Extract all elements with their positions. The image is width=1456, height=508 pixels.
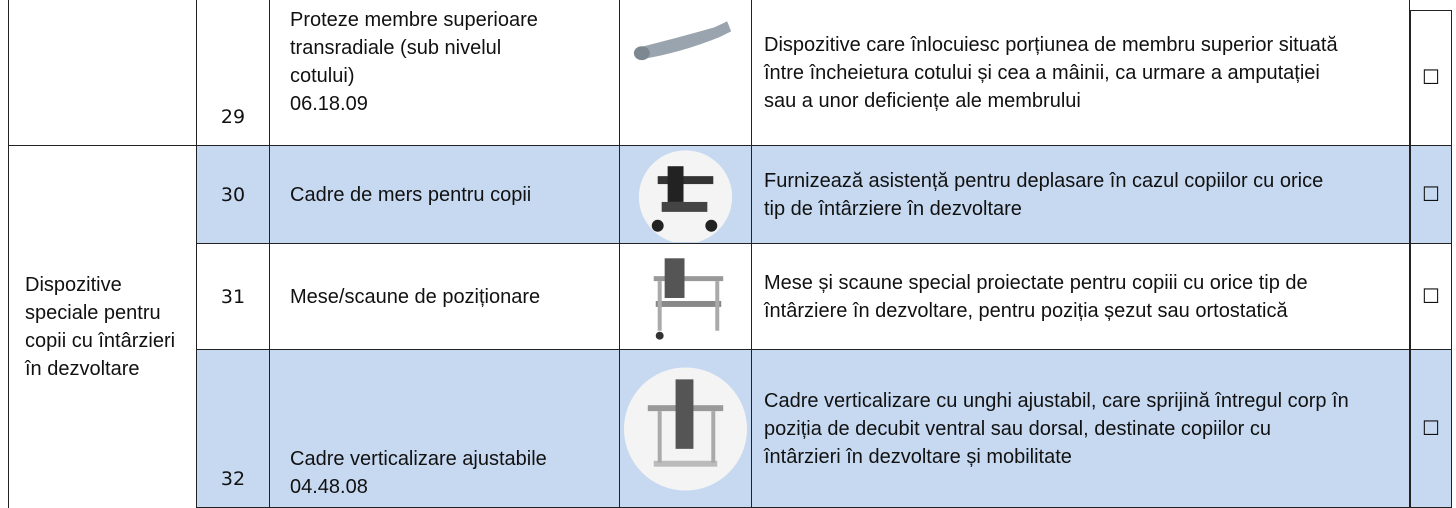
cell-text: Dispozitive care înlocuiesc porțiunea de…: [764, 33, 1338, 112]
description-cell: Mese și scaune special proiectate pentru…: [752, 244, 1410, 350]
cell-text: Dispozitive speciale pentru copii cu înt…: [25, 274, 176, 380]
image-cell: [620, 350, 752, 508]
description-cell: Cadre verticalizare cu unghi ajustabil, …: [752, 350, 1410, 508]
name-cell: Cadre de mers pentru copii: [270, 146, 620, 244]
product-image: [653, 257, 724, 340]
cell-text: Cadre verticalizare cu unghi ajustabil, …: [764, 389, 1349, 468]
number-cell: 31: [197, 244, 270, 350]
description-cell: Dispozitive care înlocuiesc porțiunea de…: [752, 0, 1410, 146]
cell-text: Mese/scaune de poziționare: [290, 285, 541, 308]
product-image: [633, 20, 732, 60]
cell-text: Furnizează asistență pentru deplasare în…: [764, 169, 1324, 220]
cell-text: ☐: [1422, 67, 1440, 89]
checkbox-cell: ☐: [1410, 350, 1452, 508]
category-cell: Dispozitive speciale pentru copii cu înt…: [8, 146, 197, 508]
name-cell: Proteze membre superioare transradiale (…: [270, 0, 620, 146]
cell-text: 30: [220, 183, 246, 206]
image-cell: [620, 244, 752, 350]
category-cell: [8, 0, 197, 146]
number-cell: 32: [197, 350, 270, 508]
cell-text: Cadre de mers pentru copii: [290, 183, 532, 206]
product-image: [623, 366, 748, 491]
name-cell: Cadre verticalizare ajustabile 04.48.08: [270, 350, 620, 508]
cell-text: Proteze membre superioare transradiale (…: [290, 9, 538, 115]
image-cell: [620, 146, 752, 244]
checkbox-cell: ☐: [1410, 146, 1452, 244]
description-cell: Furnizează asistență pentru deplasare în…: [752, 146, 1410, 244]
cell-text: ☐: [1422, 417, 1440, 440]
checkbox-cell: ☐: [1410, 244, 1452, 350]
number-cell: 30: [197, 146, 270, 244]
image-cell: [620, 0, 752, 146]
cell-text: Mese și scaune special proiectate pentru…: [764, 271, 1308, 322]
cell-text: 31: [220, 285, 246, 308]
checkbox-cell: ☐: [1410, 10, 1452, 146]
cell-text: Cadre verticalizare ajustabile 04.48.08: [290, 448, 547, 498]
product-image: [638, 149, 733, 242]
number-cell: 29: [197, 0, 270, 146]
cell-text: ☐: [1422, 285, 1440, 308]
cell-text: ☐: [1422, 183, 1440, 206]
cell-text: 29: [220, 106, 246, 128]
cell-text: 32: [220, 468, 246, 490]
name-cell: Mese/scaune de poziționare: [270, 244, 620, 350]
